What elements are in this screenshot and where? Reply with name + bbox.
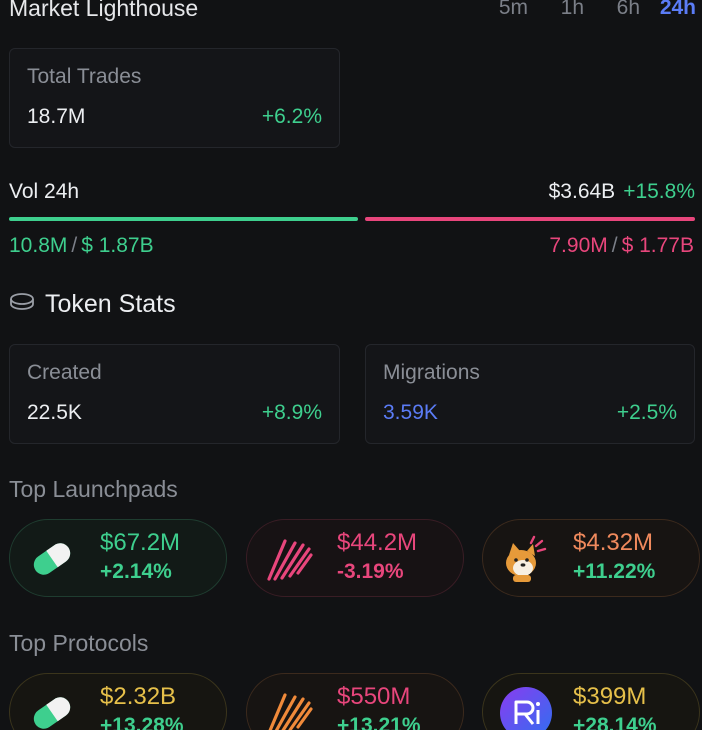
launchpad-change: -3.19% bbox=[337, 560, 404, 583]
page-title: Market Lighthouse bbox=[9, 0, 199, 21]
protocol-amount: $550M bbox=[337, 683, 411, 710]
launchpad-change: +11.22% bbox=[573, 560, 656, 583]
timeframe-selector: 5m 1h 6h 24h bbox=[472, 0, 696, 20]
total-trades-card: Total Trades 18.7M +6.2% bbox=[9, 48, 340, 148]
launchpad-item[interactable]: $67.2M +2.14% bbox=[9, 519, 227, 597]
volume-total: $3.64B bbox=[548, 180, 616, 203]
launchpad-amount: $67.2M bbox=[100, 529, 181, 556]
buy-volume-bar bbox=[9, 217, 358, 221]
migrations-label: Migrations bbox=[383, 361, 480, 384]
token-stats-title: Token Stats bbox=[45, 290, 176, 318]
created-change: +8.9% bbox=[261, 401, 322, 424]
protocol-item[interactable]: $2.32B +13.28% bbox=[9, 673, 227, 730]
sell-volume-summary: 7.90M / $ 1.77B bbox=[549, 234, 694, 258]
timeframe-1h[interactable]: 1h bbox=[560, 0, 584, 19]
raydium-logo-icon bbox=[499, 686, 553, 730]
protocol-amount: $2.32B bbox=[100, 683, 177, 710]
total-trades-label: Total Trades bbox=[27, 65, 142, 88]
created-card: Created 22.5K +8.9% bbox=[9, 344, 340, 444]
volume-change: +15.8% bbox=[623, 180, 695, 203]
separator: / bbox=[71, 234, 78, 257]
launchpad-item[interactable]: $44.2M -3.19% bbox=[246, 519, 464, 597]
launchpad-item[interactable]: $4.32M +11.22% bbox=[482, 519, 700, 597]
token-stats-heading: Token Stats bbox=[9, 290, 176, 319]
buy-count: 10.8M bbox=[9, 234, 68, 257]
shiba-dog-icon bbox=[501, 535, 549, 583]
pill-icon bbox=[28, 689, 76, 730]
pill-icon bbox=[28, 535, 76, 583]
volume-row: Vol 24h $3.64B +15.8% bbox=[9, 178, 695, 206]
launchpad-change: +2.14% bbox=[100, 560, 172, 583]
buy-volume-summary: 10.8M / $ 1.87B bbox=[9, 234, 154, 258]
buy-amount: $ 1.87B bbox=[81, 234, 154, 257]
total-trades-change: +6.2% bbox=[261, 105, 322, 128]
launchpad-amount: $44.2M bbox=[337, 529, 418, 556]
created-value: 22.5K bbox=[27, 401, 82, 424]
protocol-item[interactable]: $550M +13.21% bbox=[246, 673, 464, 730]
protocol-amount: $399M bbox=[573, 683, 647, 710]
timeframe-5m[interactable]: 5m bbox=[498, 0, 528, 19]
timeframe-24h[interactable]: 24h bbox=[659, 0, 696, 19]
total-trades-value: 18.7M bbox=[27, 105, 86, 128]
coin-stack-icon bbox=[9, 290, 35, 319]
protocol-change: +28.14% bbox=[573, 714, 657, 730]
volume-label: Vol 24h bbox=[9, 180, 80, 203]
migrations-change: +2.5% bbox=[616, 401, 677, 424]
migrations-card: Migrations 3.59K +2.5% bbox=[365, 344, 695, 444]
sell-amount: $ 1.77B bbox=[621, 234, 694, 257]
header: Market Lighthouse 5m 1h 6h 24h bbox=[9, 0, 696, 26]
migrations-value: 3.59K bbox=[383, 401, 438, 424]
slash-logo-icon bbox=[265, 689, 313, 730]
protocol-change: +13.28% bbox=[100, 714, 184, 730]
created-label: Created bbox=[27, 361, 102, 384]
timeframe-6h[interactable]: 6h bbox=[616, 0, 640, 19]
top-protocols-title: Top Protocols bbox=[9, 630, 149, 656]
sell-count: 7.90M bbox=[549, 234, 608, 257]
sell-volume-bar bbox=[365, 217, 695, 221]
protocol-item[interactable]: $399M +28.14% bbox=[482, 673, 700, 730]
protocol-change: +13.21% bbox=[337, 714, 421, 730]
slash-logo-icon bbox=[265, 535, 313, 583]
separator: / bbox=[611, 234, 618, 257]
launchpad-amount: $4.32M bbox=[573, 529, 654, 556]
top-launchpads-title: Top Launchpads bbox=[9, 476, 178, 502]
